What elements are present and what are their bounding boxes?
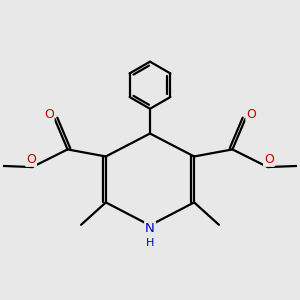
Text: H: H	[146, 238, 154, 248]
Text: O: O	[246, 108, 256, 121]
Text: N: N	[145, 222, 155, 235]
Text: O: O	[26, 153, 36, 166]
Text: O: O	[44, 108, 54, 121]
Text: O: O	[264, 153, 274, 166]
